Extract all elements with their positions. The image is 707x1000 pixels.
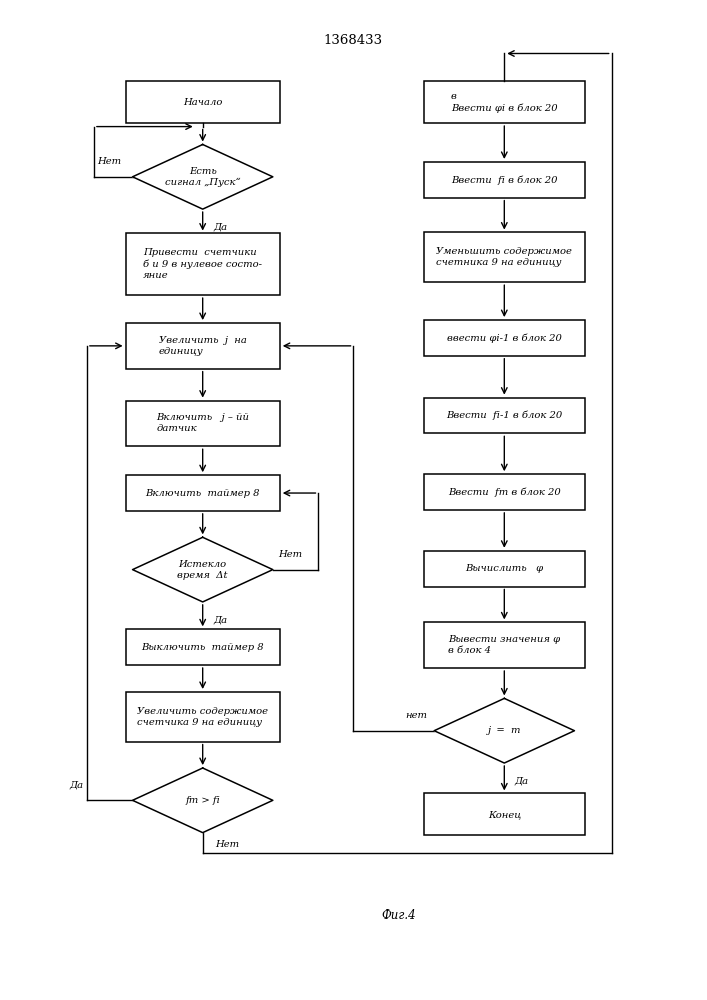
Bar [126,475,280,511]
Text: fm > fi: fm > fi [185,796,220,805]
Text: Привести  счетчики
б и 9 в нулевое состо-
яние: Привести счетчики б и 9 в нулевое состо-… [144,248,262,280]
Text: Вывести значения φ
в блок 4: Вывести значения φ в блок 4 [448,635,561,655]
Text: Да: Да [214,615,228,624]
Bar [423,320,585,356]
Text: Да: Да [214,223,228,232]
Text: Уменьшить содержимое
счетника 9 на единицу: Уменьшить содержимое счетника 9 на едини… [436,247,572,267]
Text: Выключить  таймер 8: Выключить таймер 8 [141,643,264,652]
Bar [126,692,280,742]
Text: Ввести  fi-1 в блок 20: Ввести fi-1 в блок 20 [446,411,563,420]
Text: Есть
сигнал „Пуск“: Есть сигнал „Пуск“ [165,167,240,187]
Text: Нет: Нет [98,157,122,166]
Text: j  =  m: j = m [488,726,521,735]
Text: Конец: Конец [488,810,521,819]
Text: нет: нет [405,711,427,720]
Text: Фиг.4: Фиг.4 [382,909,416,922]
Polygon shape [434,698,575,763]
Text: Да: Да [515,776,529,785]
Polygon shape [132,144,273,209]
Text: Включить   j – йй
датчик: Включить j – йй датчик [156,413,249,433]
Text: Нет: Нет [279,550,303,559]
Polygon shape [132,537,273,602]
Bar [423,162,585,198]
Bar [423,398,585,433]
Text: Начало: Начало [183,98,223,107]
Bar [423,793,585,835]
Text: Да: Да [69,781,83,790]
Bar [126,233,280,295]
Bar [126,401,280,446]
Text: ввести φi-1 в блок 20: ввести φi-1 в блок 20 [447,333,562,343]
Bar [423,622,585,668]
Text: Увеличить  j  на
единицу: Увеличить j на единицу [159,336,247,356]
Bar [423,232,585,282]
Bar [126,323,280,369]
Bar [126,629,280,665]
Text: Истекло
время  Δt: Истекло время Δt [177,560,228,580]
Bar [423,474,585,510]
Bar [423,81,585,123]
Text: Увеличить содержимое
счетчика 9 на единицу: Увеличить содержимое счетчика 9 на едини… [137,707,268,727]
Polygon shape [132,768,273,833]
Text: Ввести  fi в блок 20: Ввести fi в блок 20 [451,175,558,185]
Text: Ввести  fm в блок 20: Ввести fm в блок 20 [448,487,561,497]
Text: в
Ввести φi в блок 20: в Ввести φi в блок 20 [451,92,558,113]
Bar [423,551,585,587]
Text: Нет: Нет [216,840,240,849]
Text: 1368433: 1368433 [324,34,383,47]
Text: Включить  таймер 8: Включить таймер 8 [146,489,260,498]
Bar [126,81,280,123]
Text: Вычислить   φ: Вычислить φ [465,564,544,573]
